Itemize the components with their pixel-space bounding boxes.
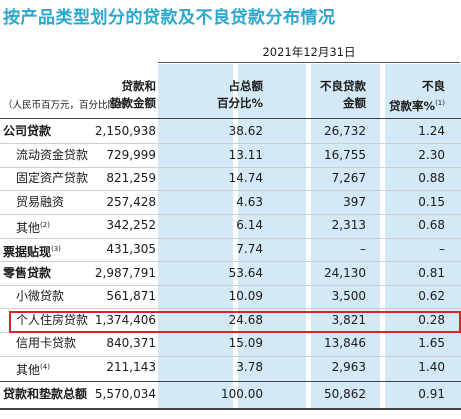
row-divider [0, 190, 461, 192]
row-label: 零售贷款 [3, 265, 52, 280]
row-loans: 211,143 [106, 360, 156, 374]
row-label: 贸易融资 [16, 194, 65, 209]
row-pct: 15.09 [228, 336, 263, 351]
row-divider [0, 166, 461, 168]
row-divider [0, 213, 461, 215]
row-pct: 7.74 [236, 242, 263, 256]
row-label: 公司贷款 [3, 124, 52, 138]
row-loans: 729,999 [106, 147, 156, 162]
table-row-total: 贷款和垫款总额 5,570,034 100.00 50,862 0.91 [0, 383, 461, 406]
row-npl: 13,846 [324, 336, 366, 351]
row-label: 信用卡贷款 [16, 336, 77, 351]
row-pct: 4.63 [236, 194, 263, 209]
column-bg-pct [238, 64, 306, 409]
row-loans: 2,987,791 [94, 265, 156, 280]
date-header-rule [158, 62, 460, 63]
total-npl: 50,862 [324, 387, 366, 401]
row-pct: 14.74 [228, 171, 263, 186]
highlight-box-mortgage-row [9, 311, 461, 333]
row-divider [0, 308, 461, 310]
table-row: 其他(4) 211,143 3.78 2,963 1.40 [0, 356, 461, 379]
row-label: 其他(4) [16, 363, 50, 377]
row-label: 固定资产贷款 [16, 171, 89, 186]
column-bg-loans [158, 64, 233, 409]
row-loans: 2,150,938 [94, 124, 156, 138]
row-npl: – [360, 242, 366, 256]
column-header-loans: 贷款和 垫款金额 [110, 79, 156, 110]
total-pct: 100.00 [221, 387, 263, 401]
row-npl-ratio: 0.15 [418, 194, 445, 209]
row-divider [0, 355, 461, 357]
row-divider [0, 237, 461, 239]
table-row: 其他(2) 342,252 6.14 2,313 0.68 [0, 214, 461, 237]
total-top-rule [0, 381, 461, 382]
page-title: 按产品类型划分的贷款及不良贷款分布情况 [3, 8, 336, 28]
row-pct: 13.11 [228, 147, 263, 162]
row-npl: 3,500 [331, 289, 366, 304]
table-row: 小微贷款 561,871 10.09 3,500 0.62 [0, 285, 461, 308]
row-npl-ratio: 2.30 [418, 147, 445, 162]
row-pct: 3.78 [236, 360, 263, 374]
total-label: 贷款和垫款总额 [3, 387, 88, 401]
row-loans: 1,374,406 [94, 312, 156, 327]
row-label: 票据贴现(3) [3, 245, 61, 259]
table-row: 信用卡贷款 840,371 15.09 13,846 1.65 [0, 332, 461, 355]
row-npl-ratio: 0.88 [418, 171, 445, 186]
unit-note: （人民币百万元，百分比除外） [3, 100, 137, 111]
row-loans: 431,305 [106, 242, 156, 256]
column-bg-npl [311, 64, 380, 409]
header-rule [0, 118, 461, 119]
row-loans: 342,252 [106, 218, 156, 233]
table-row: 票据贴现(3) 431,305 7.74 – – [0, 238, 461, 261]
table-row: 个人住房贷款 1,374,406 24.68 3,821 0.28 [0, 309, 461, 332]
row-npl-ratio: 1.40 [418, 360, 445, 374]
row-label: 其他(2) [16, 221, 50, 236]
table-row: 零售贷款 2,987,791 53.64 24,130 0.81 [0, 262, 461, 285]
row-loans: 561,871 [106, 289, 156, 304]
table-row: 固定资产贷款 821,259 14.74 7,267 0.88 [0, 167, 461, 190]
date-header: 2021年12月31日 [262, 45, 356, 59]
table-row: 贸易融资 257,428 4.63 397 0.15 [0, 191, 461, 214]
row-pct: 38.62 [228, 124, 263, 138]
row-label: 流动资金贷款 [16, 147, 89, 162]
row-npl-ratio: – [439, 242, 445, 256]
row-npl-ratio: 0.62 [418, 289, 445, 304]
row-npl-ratio: 1.24 [418, 124, 445, 138]
column-header-npl: 不良贷款 金额 [320, 79, 366, 110]
row-pct: 24.68 [228, 312, 263, 327]
row-npl: 3,821 [331, 312, 366, 327]
row-npl: 2,963 [331, 360, 366, 374]
row-loans: 257,428 [106, 194, 156, 209]
total-npl-ratio: 0.91 [418, 387, 445, 401]
total-bottom-rule [0, 408, 461, 410]
row-loans: 840,371 [106, 336, 156, 351]
row-npl: 26,732 [324, 124, 366, 138]
row-npl-ratio: 1.65 [418, 336, 445, 351]
row-npl: 24,130 [324, 265, 366, 280]
row-npl: 16,755 [324, 147, 366, 162]
row-npl: 7,267 [331, 171, 366, 186]
row-label: 小微贷款 [16, 289, 65, 304]
row-pct: 6.14 [236, 218, 263, 233]
row-divider [0, 143, 461, 145]
row-npl: 2,313 [331, 218, 366, 233]
row-npl-ratio: 0.28 [418, 312, 445, 327]
row-pct: 53.64 [228, 265, 263, 280]
row-divider [0, 284, 461, 286]
row-npl: 397 [343, 194, 366, 209]
row-npl-ratio: 0.68 [418, 218, 445, 233]
row-label: 个人住房贷款 [16, 312, 89, 327]
table-row: 流动资金贷款 729,999 13.11 16,755 2.30 [0, 144, 461, 167]
column-header-npl-ratio: 不良 贷款率%(1) [389, 79, 445, 113]
row-npl-ratio: 0.81 [418, 265, 445, 280]
row-pct: 10.09 [228, 289, 263, 304]
column-header-pct: 占总额 百分比% [216, 79, 263, 110]
table-row: 公司贷款 2,150,938 38.62 26,732 1.24 [0, 120, 461, 143]
total-loans: 5,570,034 [94, 387, 156, 401]
row-loans: 821,259 [106, 171, 156, 186]
row-divider [0, 261, 461, 263]
column-bg-npl-ratio [385, 64, 461, 409]
